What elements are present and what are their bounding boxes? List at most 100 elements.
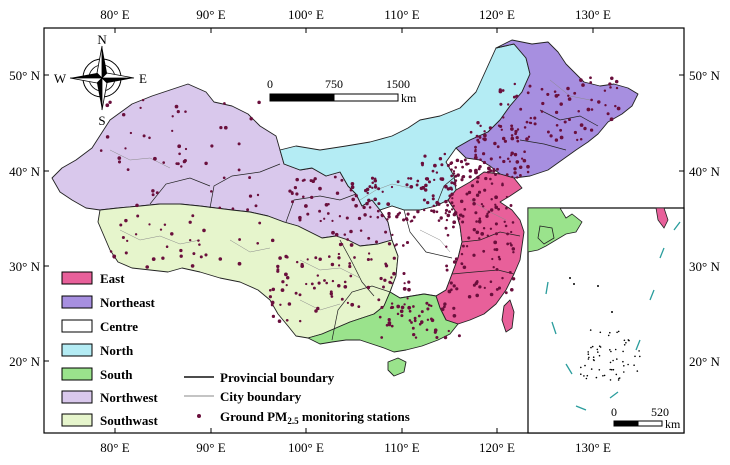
station-dot — [444, 226, 448, 230]
station-dot — [126, 168, 130, 172]
station-dot — [314, 309, 318, 313]
station-dot — [270, 303, 274, 307]
station-dot — [483, 133, 487, 138]
station-dot — [210, 190, 213, 193]
station-dot — [452, 204, 455, 208]
station-dot — [440, 163, 444, 167]
station-dot — [452, 306, 456, 310]
station-dot — [423, 188, 428, 192]
station-dot — [432, 210, 436, 214]
station-dot — [348, 262, 352, 265]
station-dot — [109, 250, 113, 253]
station-dot — [306, 212, 310, 216]
station-dot — [616, 106, 621, 111]
legend-swatch-southwast — [61, 413, 93, 427]
station-dot — [298, 215, 302, 220]
station-dot — [529, 121, 533, 125]
station-dot — [559, 128, 563, 132]
lon-tick-top-110: 110° E — [384, 7, 419, 22]
station-dot — [498, 89, 503, 94]
station-dot — [223, 102, 226, 105]
inset-island-dot — [633, 364, 635, 367]
station-dot — [506, 232, 510, 236]
lat-tick-right-50: 50° N — [689, 68, 720, 83]
station-dot — [117, 160, 122, 164]
station-dot — [493, 248, 497, 251]
station-dot — [454, 174, 458, 178]
station-dot — [445, 264, 449, 268]
main-scale-label-750: 750 — [325, 77, 343, 91]
station-dot — [413, 316, 417, 320]
station-dot — [447, 289, 452, 294]
inset-scale-label-0: 0 — [611, 405, 617, 419]
station-dot — [145, 265, 149, 269]
station-dot — [454, 179, 458, 182]
city-boundaries — [109, 79, 591, 311]
station-dot — [376, 209, 380, 213]
station-dot — [310, 282, 314, 286]
station-dot — [285, 284, 288, 287]
station-dot — [380, 305, 384, 309]
legend-swatch-south — [61, 367, 93, 381]
station-dot — [427, 303, 431, 307]
station-dot — [479, 158, 482, 162]
station-dot — [298, 319, 302, 323]
station-dot — [518, 165, 523, 170]
inset-island-dot — [623, 339, 626, 342]
station-dot — [365, 201, 369, 206]
station-dot — [268, 288, 272, 292]
station-dot — [447, 329, 450, 333]
station-dot — [371, 186, 374, 190]
station-dot — [475, 230, 480, 235]
station-dot — [366, 257, 370, 262]
station-dot — [373, 185, 378, 189]
station-dot — [134, 233, 138, 236]
station-dot — [377, 298, 381, 302]
station-dot — [494, 203, 497, 206]
station-dot — [510, 134, 514, 137]
inset-island-dot — [585, 377, 588, 380]
station-dot — [405, 240, 410, 245]
station-dot — [540, 110, 544, 113]
station-dot — [405, 218, 409, 222]
station-dot — [450, 192, 454, 196]
station-dot — [163, 223, 167, 227]
station-dot — [497, 207, 500, 211]
legend-label-south: South — [100, 367, 133, 382]
station-dot — [409, 184, 414, 189]
station-dot — [377, 202, 381, 206]
station-dot — [124, 218, 128, 223]
station-dot — [516, 128, 520, 131]
legend-label-east: East — [100, 271, 125, 286]
main-scale-bar: 0 750 1500 km — [267, 77, 417, 105]
station-dot — [493, 240, 498, 245]
station-dot — [463, 158, 467, 162]
station-dot — [410, 321, 413, 324]
station-dot — [325, 281, 328, 285]
station-dot — [337, 264, 341, 267]
station-dot — [405, 183, 409, 187]
station-dot — [433, 163, 437, 168]
station-dot — [520, 157, 524, 160]
station-dot — [390, 281, 393, 285]
inset-island-dot — [603, 374, 606, 377]
station-dot — [218, 206, 222, 210]
station-dot — [502, 116, 505, 119]
station-dot — [285, 276, 290, 280]
legend-label-city-boundary: City boundary — [220, 389, 302, 404]
station-dot — [153, 156, 157, 161]
station-dot — [489, 292, 494, 297]
station-dot — [508, 270, 512, 274]
inset-hainan — [537, 225, 555, 245]
station-dot — [383, 278, 387, 282]
station-dot — [590, 108, 594, 111]
station-dot — [512, 95, 516, 99]
station-dot — [511, 175, 514, 178]
station-dot — [494, 173, 497, 176]
station-dot — [367, 252, 371, 255]
station-dot — [502, 159, 506, 164]
station-dot — [501, 276, 504, 280]
station-dot — [448, 210, 451, 214]
inset-island-dot — [569, 277, 571, 279]
station-dot — [460, 262, 464, 265]
